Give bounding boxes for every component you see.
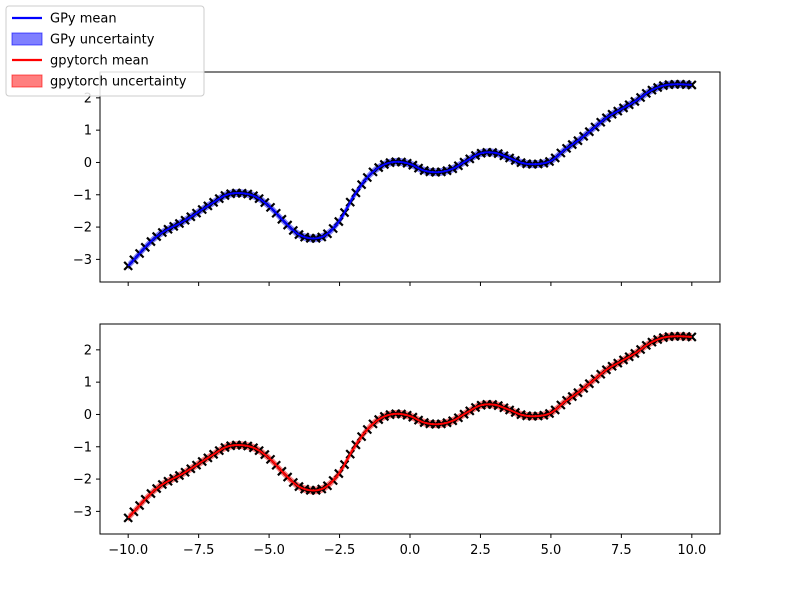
x-tick-label: −2.5	[324, 543, 356, 558]
y-tick-label: −1	[73, 188, 92, 203]
legend-box	[5, 5, 205, 97]
legend-patch-swatch	[11, 74, 43, 88]
y-tick-label: −2	[73, 473, 92, 488]
y-tick-label: 0	[84, 408, 92, 423]
x-tick-label: −7.5	[183, 543, 215, 558]
bottom-axes: −3 −2 −1 0 1 2 −10.0 −7.5 −5.0 −2.5 0.0 2.5 5.0 7.5 10…	[73, 323, 721, 558]
gpy-uncertainty-band	[128, 80, 692, 270]
legend-label: GPy mean	[50, 12, 117, 27]
x-tick-label: 5.0	[541, 543, 562, 558]
x-tick-label: 2.5	[470, 543, 491, 558]
y-tick-label: −1	[73, 440, 92, 455]
x-tick-label: −5.0	[253, 543, 285, 558]
y-tick-label: −3	[73, 253, 92, 268]
legend-patch-swatch	[11, 32, 43, 46]
gpy-mean-line	[127, 83, 692, 267]
x-tick-label: 10.0	[677, 543, 706, 558]
top-axes: −3 −2 −1 0 1 2	[73, 71, 721, 286]
gpytorch-uncertainty-band	[128, 332, 692, 522]
x-tick-label: 7.5	[611, 543, 632, 558]
y-tick-label: 0	[84, 156, 92, 171]
legend-label: GPy uncertainty	[50, 33, 155, 48]
y-tick-label: 2	[84, 91, 92, 106]
legend-label: gpytorch uncertainty	[50, 75, 187, 90]
y-tick-label: −3	[73, 505, 92, 520]
y-tick-label: 1	[84, 376, 92, 391]
legend: GPy mean GPy uncertainty gpytorch mean gpyt…	[5, 5, 205, 97]
gpytorch-mean-line	[127, 335, 692, 519]
y-tick-label: 2	[84, 343, 92, 358]
x-tick-label: 0.0	[400, 543, 421, 558]
x-tick-label: −10.0	[108, 543, 148, 558]
y-tick-label: −2	[73, 221, 92, 236]
legend-label: gpytorch mean	[50, 54, 149, 69]
y-tick-label: 1	[84, 124, 92, 139]
